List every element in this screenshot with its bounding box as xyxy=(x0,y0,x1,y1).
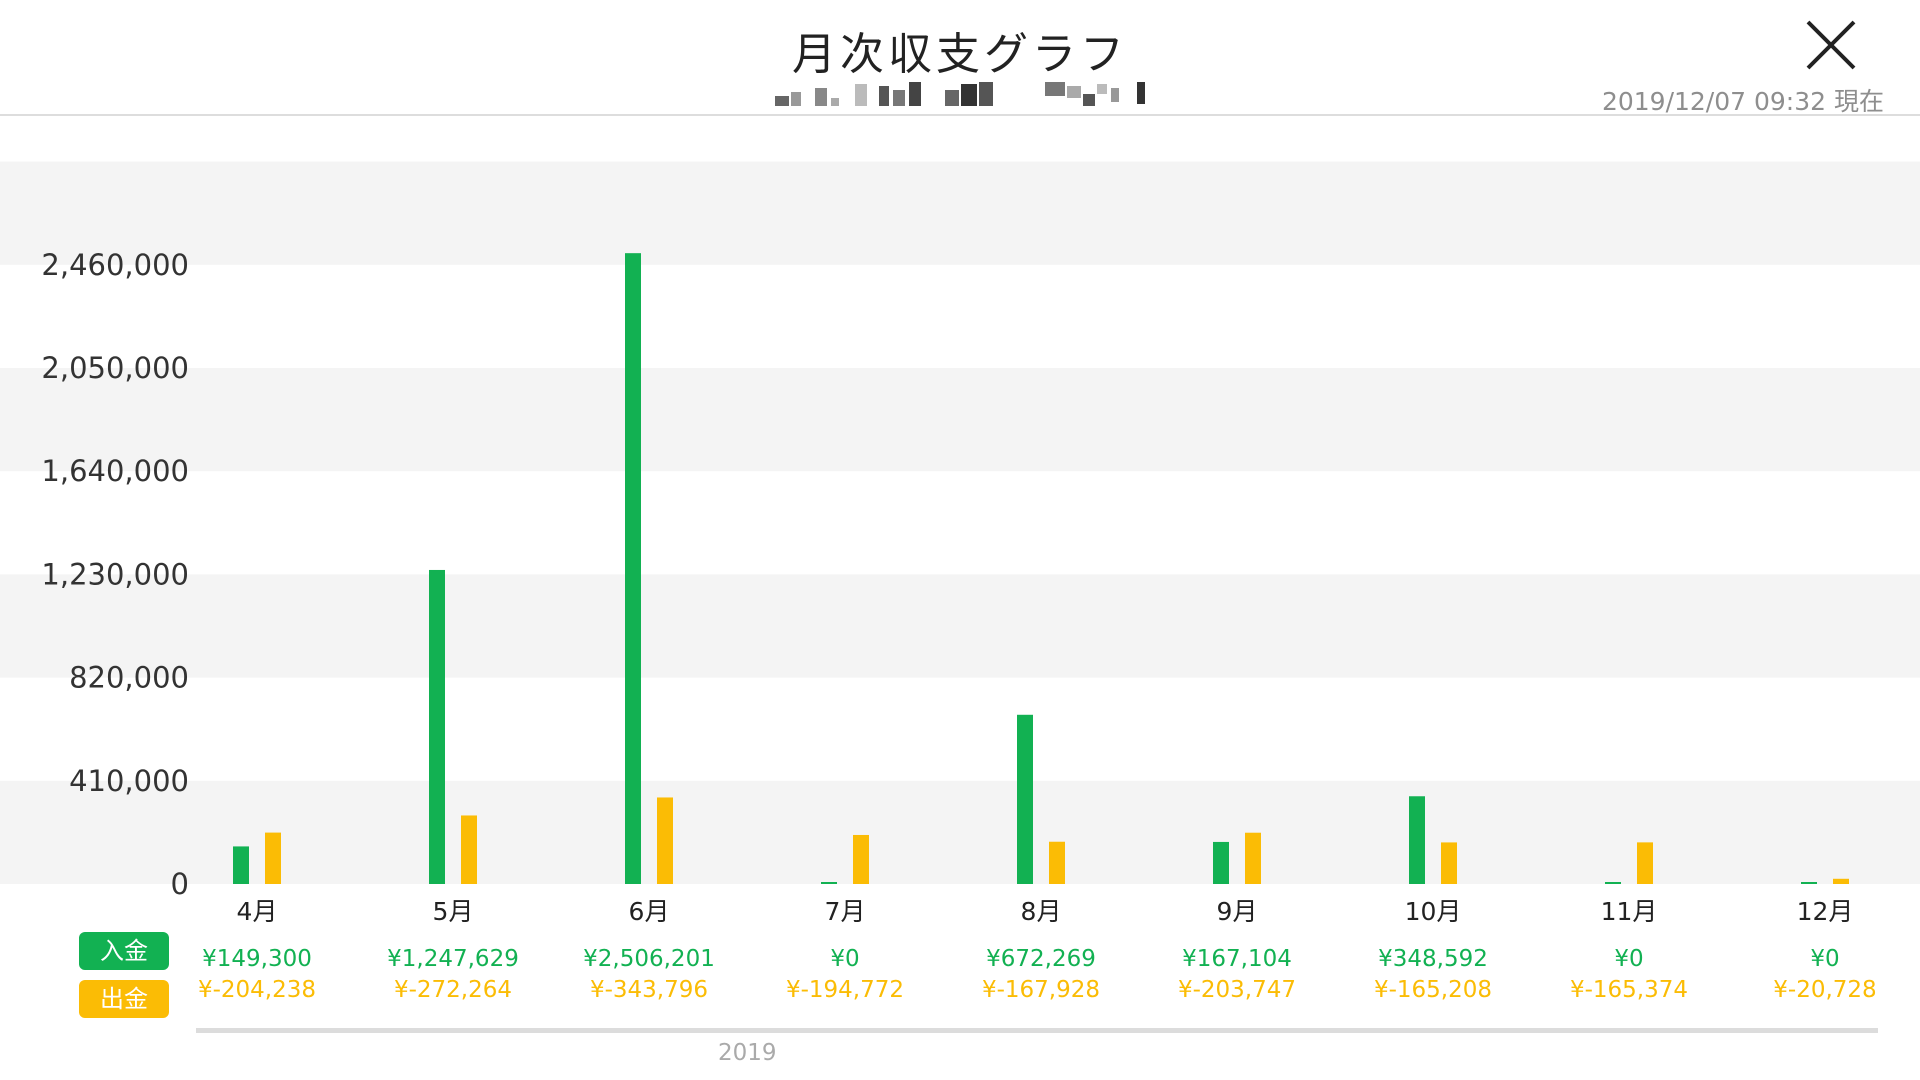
close-icon[interactable] xyxy=(1800,14,1862,76)
income-value-label: ¥2,506,201 xyxy=(583,946,715,972)
year-label: 2019 xyxy=(718,1040,777,1066)
y-tick-label: 1,230,000 xyxy=(41,557,189,591)
expense-bar xyxy=(1637,842,1653,884)
month-label: 9月 xyxy=(1217,897,1258,926)
expense-value-label: ¥-20,728 xyxy=(1773,977,1876,1003)
y-tick-label: 0 xyxy=(171,867,189,901)
income-value-label: ¥149,300 xyxy=(202,946,312,972)
income-bar xyxy=(233,846,249,884)
month-label: 6月 xyxy=(629,897,670,926)
page-title: 月次収支グラフ xyxy=(792,29,1128,80)
month-label: 11月 xyxy=(1601,897,1658,926)
expense-bar xyxy=(1441,842,1457,884)
expense-bar xyxy=(853,834,869,884)
expense-value-label: ¥-204,238 xyxy=(198,977,316,1003)
expense-bar xyxy=(461,815,477,884)
income-legend-badge: 入金 xyxy=(79,932,169,970)
income-bar xyxy=(625,253,641,884)
income-value-label: ¥0 xyxy=(830,946,859,972)
income-value-label: ¥672,269 xyxy=(986,946,1096,972)
y-tick-label: 820,000 xyxy=(69,661,189,695)
header: 月次収支グラフ 2019/12/07 09:32 現在 xyxy=(0,0,1920,116)
y-tick-label: 2,050,000 xyxy=(41,351,189,385)
grid-band xyxy=(0,161,1920,265)
income-bar xyxy=(1409,796,1425,884)
income-bar xyxy=(1213,841,1229,884)
income-value-label: ¥348,592 xyxy=(1378,946,1488,972)
year-scroll-indicator[interactable] xyxy=(196,1028,1878,1033)
month-label: 5月 xyxy=(433,897,474,926)
expense-value-label: ¥-272,264 xyxy=(394,977,512,1003)
y-tick-label: 1,640,000 xyxy=(41,454,189,488)
expense-value-label: ¥-343,796 xyxy=(590,977,708,1003)
income-value-label: ¥167,104 xyxy=(1182,946,1292,972)
income-bar xyxy=(1017,714,1033,884)
income-value-label: ¥0 xyxy=(1614,946,1643,972)
income-value-label: ¥1,247,629 xyxy=(387,946,519,972)
expense-legend-badge: 出金 xyxy=(79,980,169,1018)
income-bar xyxy=(1801,882,1817,884)
expense-value-label: ¥-165,208 xyxy=(1374,977,1492,1003)
expense-bar xyxy=(1833,878,1849,884)
grid-band xyxy=(0,368,1920,472)
income-bar xyxy=(821,882,837,884)
expense-bar xyxy=(265,832,281,884)
as-of-timestamp: 2019/12/07 09:32 現在 xyxy=(1601,87,1884,116)
month-label: 4月 xyxy=(237,897,278,926)
month-label: 8月 xyxy=(1021,897,1062,926)
expense-bar xyxy=(1049,841,1065,884)
masked-account-name xyxy=(775,82,1145,106)
expense-value-label: ¥-203,747 xyxy=(1178,977,1296,1003)
expense-value-label: ¥-194,772 xyxy=(786,977,904,1003)
expense-value-label: ¥-165,374 xyxy=(1570,977,1688,1003)
grid-band xyxy=(0,780,1920,884)
expense-bar xyxy=(1245,832,1261,884)
y-tick-label: 2,460,000 xyxy=(41,248,189,282)
month-label: 7月 xyxy=(825,897,866,926)
income-bar xyxy=(1605,882,1621,884)
income-value-label: ¥0 xyxy=(1810,946,1839,972)
month-label: 10月 xyxy=(1405,897,1462,926)
expense-bar xyxy=(657,797,673,884)
grid-band xyxy=(0,574,1920,678)
expense-value-label: ¥-167,928 xyxy=(982,977,1100,1003)
income-bar xyxy=(429,569,445,884)
month-label: 12月 xyxy=(1797,897,1854,926)
y-tick-label: 410,000 xyxy=(69,764,189,798)
